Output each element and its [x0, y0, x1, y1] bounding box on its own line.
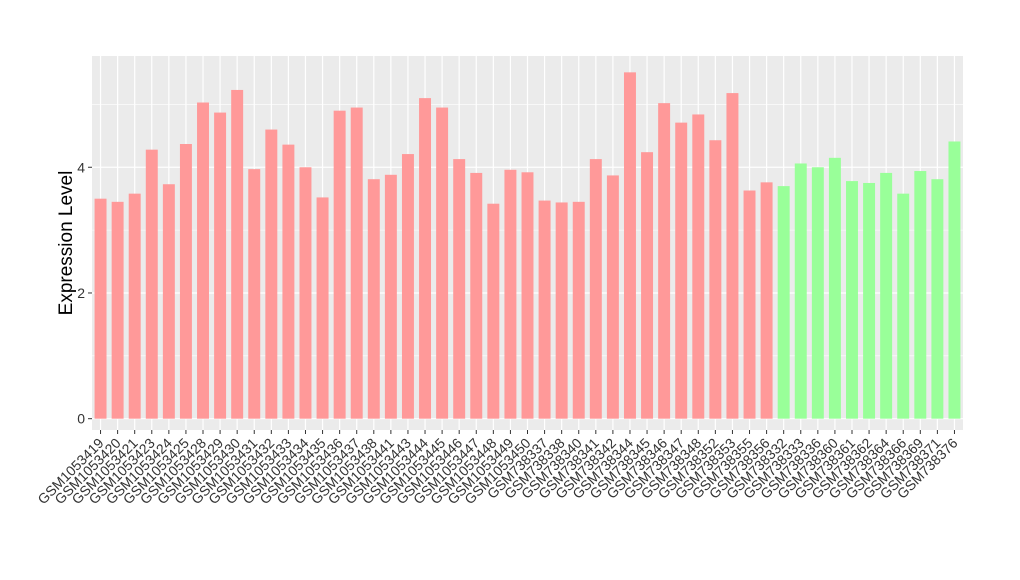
bar-GSM1053436 [333, 110, 346, 419]
bar-GSM738338 [555, 202, 568, 419]
bar-GSM1053432 [265, 129, 278, 419]
bar-GSM738366 [897, 193, 910, 419]
bar-GSM1053444 [419, 98, 432, 419]
bar-GSM738341 [589, 159, 602, 419]
bar-GSM1053433 [282, 144, 295, 419]
bar-GSM1053420 [111, 201, 124, 419]
bar-GSM1053443 [401, 154, 414, 419]
bar-GSM738371 [931, 179, 944, 419]
bar-GSM738356 [760, 182, 773, 419]
bar-GSM738333 [794, 163, 807, 419]
bar-GSM1053447 [470, 172, 483, 419]
y-tick-label: 0 [77, 411, 85, 427]
x-axis: GSM1053419GSM1053420GSM1053421GSM1053423… [34, 430, 961, 507]
bar-GSM738361 [846, 181, 858, 419]
bar-GSM1053429 [214, 112, 227, 419]
bar-GSM738346 [658, 103, 671, 419]
bar-GSM738364 [880, 172, 893, 419]
bar-GSM1053434 [299, 167, 312, 419]
bar-GSM1053423 [145, 149, 158, 419]
bar-GSM1053428 [197, 102, 209, 419]
bar-GSM1053435 [316, 197, 329, 419]
bar-GSM738332 [777, 186, 790, 419]
bar-GSM738347 [675, 122, 688, 419]
bars [94, 72, 961, 419]
y-axis: 0 2 4 [77, 159, 92, 427]
y-tick-label: 4 [77, 159, 85, 175]
bar-GSM738362 [863, 182, 876, 419]
bar-GSM738353 [726, 93, 739, 419]
bar-GSM1053424 [162, 184, 175, 419]
bar-GSM738348 [692, 114, 705, 419]
bar-GSM738352 [709, 140, 722, 419]
bar-GSM738344 [623, 72, 636, 419]
bar-GSM738337 [538, 200, 551, 419]
bar-GSM1053425 [179, 144, 192, 419]
y-tick-label: 2 [77, 285, 85, 301]
bar-GSM738342 [606, 175, 619, 419]
bar-GSM1053445 [436, 107, 449, 419]
bar-GSM1053446 [453, 159, 466, 419]
bar-GSM1053449 [504, 169, 517, 419]
bar-GSM738345 [641, 152, 654, 419]
bar-GSM1053438 [367, 179, 380, 419]
bar-GSM1053450 [521, 172, 534, 419]
bar-GSM1053448 [487, 203, 500, 419]
bar-GSM1053421 [128, 193, 141, 419]
bar-GSM1053419 [94, 198, 107, 419]
bar-GSM1053430 [231, 89, 244, 419]
bar-GSM738369 [914, 171, 927, 419]
bar-GSM1053441 [384, 174, 397, 419]
bar-GSM1053437 [350, 107, 363, 419]
bar-GSM738336 [811, 167, 824, 419]
bar-GSM738340 [572, 201, 585, 419]
y-axis-title: Expression Level [56, 171, 77, 316]
bar-GSM738360 [828, 157, 841, 419]
bar-GSM1053431 [248, 169, 261, 419]
bar-GSM738355 [743, 190, 756, 419]
bar-GSM738376 [948, 141, 961, 419]
